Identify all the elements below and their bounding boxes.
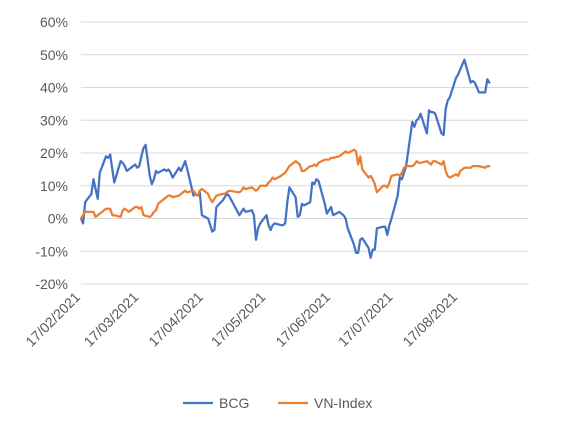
x-tick-label: 17/02/2021 xyxy=(22,289,83,350)
x-tick-label: 17/07/2021 xyxy=(335,289,396,350)
y-tick-label: 40% xyxy=(40,80,68,96)
x-tick-label: 17/06/2021 xyxy=(272,289,333,350)
legend-label: BCG xyxy=(219,395,249,411)
y-tick-label: 0% xyxy=(48,211,68,227)
y-tick-label: 10% xyxy=(40,178,68,194)
y-tick-label: -10% xyxy=(35,243,68,259)
series-line-bcg xyxy=(79,58,491,259)
legend-item-bcg: BCG xyxy=(183,395,249,411)
y-tick-label: 50% xyxy=(40,47,68,63)
x-tick-label: 17/08/2021 xyxy=(399,289,460,350)
gridlines xyxy=(81,21,529,285)
x-tick-label: 17/05/2021 xyxy=(208,289,269,350)
legend-label: VN-Index xyxy=(314,395,372,411)
y-tick-label: 60% xyxy=(40,14,68,30)
x-tick-label: 17/03/2021 xyxy=(81,289,142,350)
series-line-vn-index xyxy=(79,148,491,220)
x-tick-label: 17/04/2021 xyxy=(145,289,206,350)
y-tick-label: -20% xyxy=(35,276,68,292)
y-axis-tick-labels: -20% -10% 0% 10% 20% 30% 40% 50% 60% xyxy=(35,14,68,292)
legend: BCG VN-Index xyxy=(183,395,372,411)
y-tick-label: 20% xyxy=(40,145,68,161)
y-tick-label: 30% xyxy=(40,112,68,128)
series-lines xyxy=(79,58,491,259)
legend-item-vn-index: VN-Index xyxy=(278,395,372,411)
